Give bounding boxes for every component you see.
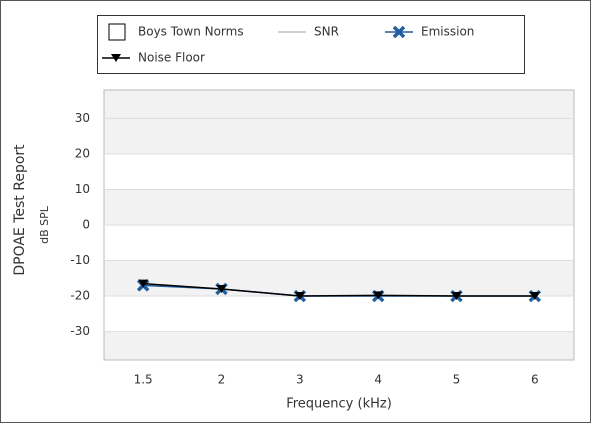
marker-triangle bbox=[216, 284, 227, 293]
x-tick-label: 4 bbox=[374, 373, 382, 387]
y-tick-label: -20 bbox=[70, 289, 90, 303]
marker-square bbox=[108, 23, 126, 41]
y-tick-label: 10 bbox=[75, 182, 90, 196]
y-axis-unit: dB SPL bbox=[38, 205, 51, 244]
series-line bbox=[143, 282, 535, 297]
y-tick-label: 30 bbox=[75, 111, 90, 125]
marker-triangle bbox=[294, 292, 305, 301]
legend-label: SNR bbox=[314, 25, 339, 39]
x-tick-label: 3 bbox=[296, 373, 304, 387]
grid-band bbox=[104, 225, 574, 261]
marker-triangle bbox=[373, 291, 384, 300]
marker-x bbox=[392, 25, 406, 39]
x-tick-label: 2 bbox=[218, 373, 226, 387]
y-tick-label: 0 bbox=[82, 218, 90, 232]
x-tick-label: 5 bbox=[453, 373, 461, 387]
y-tick-label: -10 bbox=[70, 253, 90, 267]
legend-box bbox=[97, 15, 525, 74]
x-axis-title: Frequency (kHz) bbox=[286, 397, 392, 412]
y-axis-title: DPOAE Test Report bbox=[12, 144, 28, 276]
marker-triangle bbox=[451, 292, 462, 301]
legend-label: Boys Town Norms bbox=[138, 25, 244, 39]
grid-band bbox=[104, 296, 574, 332]
marker-triangle bbox=[529, 292, 540, 301]
marker-triangle bbox=[111, 54, 121, 62]
y-tick-label: 20 bbox=[75, 146, 90, 160]
legend-label: Noise Floor bbox=[138, 51, 205, 65]
y-tick-label: -30 bbox=[70, 324, 90, 338]
grid-band bbox=[104, 153, 574, 190]
x-tick-label: 1.5 bbox=[134, 373, 153, 387]
marker-triangle bbox=[138, 279, 149, 288]
legend-label: Emission bbox=[421, 25, 474, 39]
x-tick-label: 6 bbox=[531, 373, 539, 387]
